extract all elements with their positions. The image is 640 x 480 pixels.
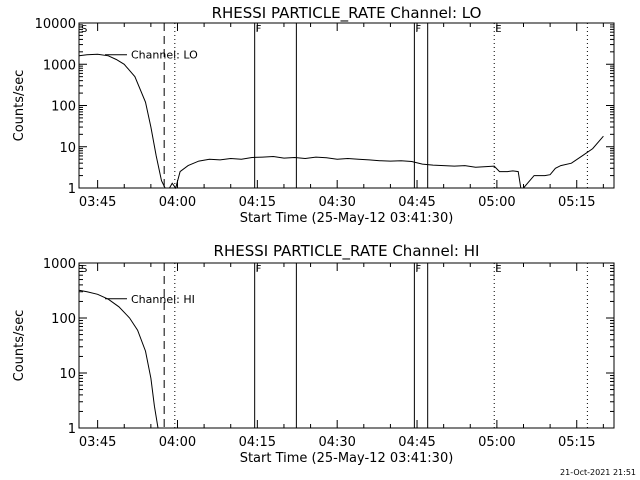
y-tick-label: 1 bbox=[68, 422, 76, 437]
y-tick-label: 10000 bbox=[35, 17, 76, 32]
x-tick-label: 04:45 bbox=[398, 435, 435, 450]
chart-title: RHESSI PARTICLE_RATE Channel: LO bbox=[212, 4, 482, 23]
x-tick-label: 04:30 bbox=[318, 195, 355, 210]
x-axis-label: Start Time (25-May-12 03:41:30) bbox=[240, 451, 454, 466]
x-tick-label: 03:45 bbox=[79, 435, 116, 450]
y-tick-label: 100 bbox=[51, 312, 76, 327]
x-tick-label: 04:15 bbox=[239, 435, 276, 450]
plot-frame bbox=[78, 262, 615, 429]
y-tick-label: 1 bbox=[68, 182, 76, 197]
x-axis-label: Start Time (25-May-12 03:41:30) bbox=[240, 211, 454, 226]
event-flag-label: E bbox=[495, 24, 501, 35]
x-tick-label: 04:30 bbox=[318, 435, 355, 450]
x-tick-label: 04:15 bbox=[239, 195, 276, 210]
x-tick-label: 04:00 bbox=[159, 435, 196, 450]
start-flag-label: S bbox=[81, 264, 87, 275]
y-tick-label: 10 bbox=[59, 367, 76, 382]
event-flag-label: F bbox=[256, 264, 262, 275]
y-tick-label: 1000 bbox=[43, 257, 76, 272]
y-axis-label: Counts/sec bbox=[12, 70, 27, 142]
x-tick-label: 04:00 bbox=[159, 195, 196, 210]
hi-channel-panel: RHESSI PARTICLE_RATE Channel: HI F F E S Chan… bbox=[12, 242, 615, 466]
start-flag-label: S bbox=[81, 24, 87, 35]
event-flag-label: F bbox=[415, 24, 421, 35]
x-tick-label: 05:00 bbox=[478, 195, 515, 210]
legend-label: Channel: LO bbox=[131, 49, 198, 62]
x-tick-label: 05:15 bbox=[558, 435, 595, 450]
lo-channel-panel: RHESSI PARTICLE_RATE Channel: LOF F E S Chan… bbox=[12, 4, 615, 226]
x-tick-label: 05:15 bbox=[558, 195, 595, 210]
x-tick-label: 05:00 bbox=[478, 435, 515, 450]
x-tick-label: 03:45 bbox=[79, 195, 116, 210]
chart-title: RHESSI PARTICLE_RATE Channel: HI bbox=[214, 242, 480, 261]
legend-label: Channel: HI bbox=[131, 293, 195, 306]
data-series-line bbox=[78, 289, 159, 429]
y-tick-label: 100 bbox=[51, 100, 76, 115]
y-tick-label: 1000 bbox=[43, 58, 76, 73]
data-series-line bbox=[78, 53, 604, 190]
event-flag-label: E bbox=[495, 264, 501, 275]
event-flag-label: F bbox=[256, 24, 262, 35]
x-tick-label: 04:45 bbox=[398, 195, 435, 210]
y-axis-label: Counts/sec bbox=[12, 310, 27, 382]
y-tick-label: 10 bbox=[59, 141, 76, 156]
event-flag-label: F bbox=[415, 264, 421, 275]
timestamp-label: 21-Oct-2021 21:51 bbox=[560, 468, 636, 477]
